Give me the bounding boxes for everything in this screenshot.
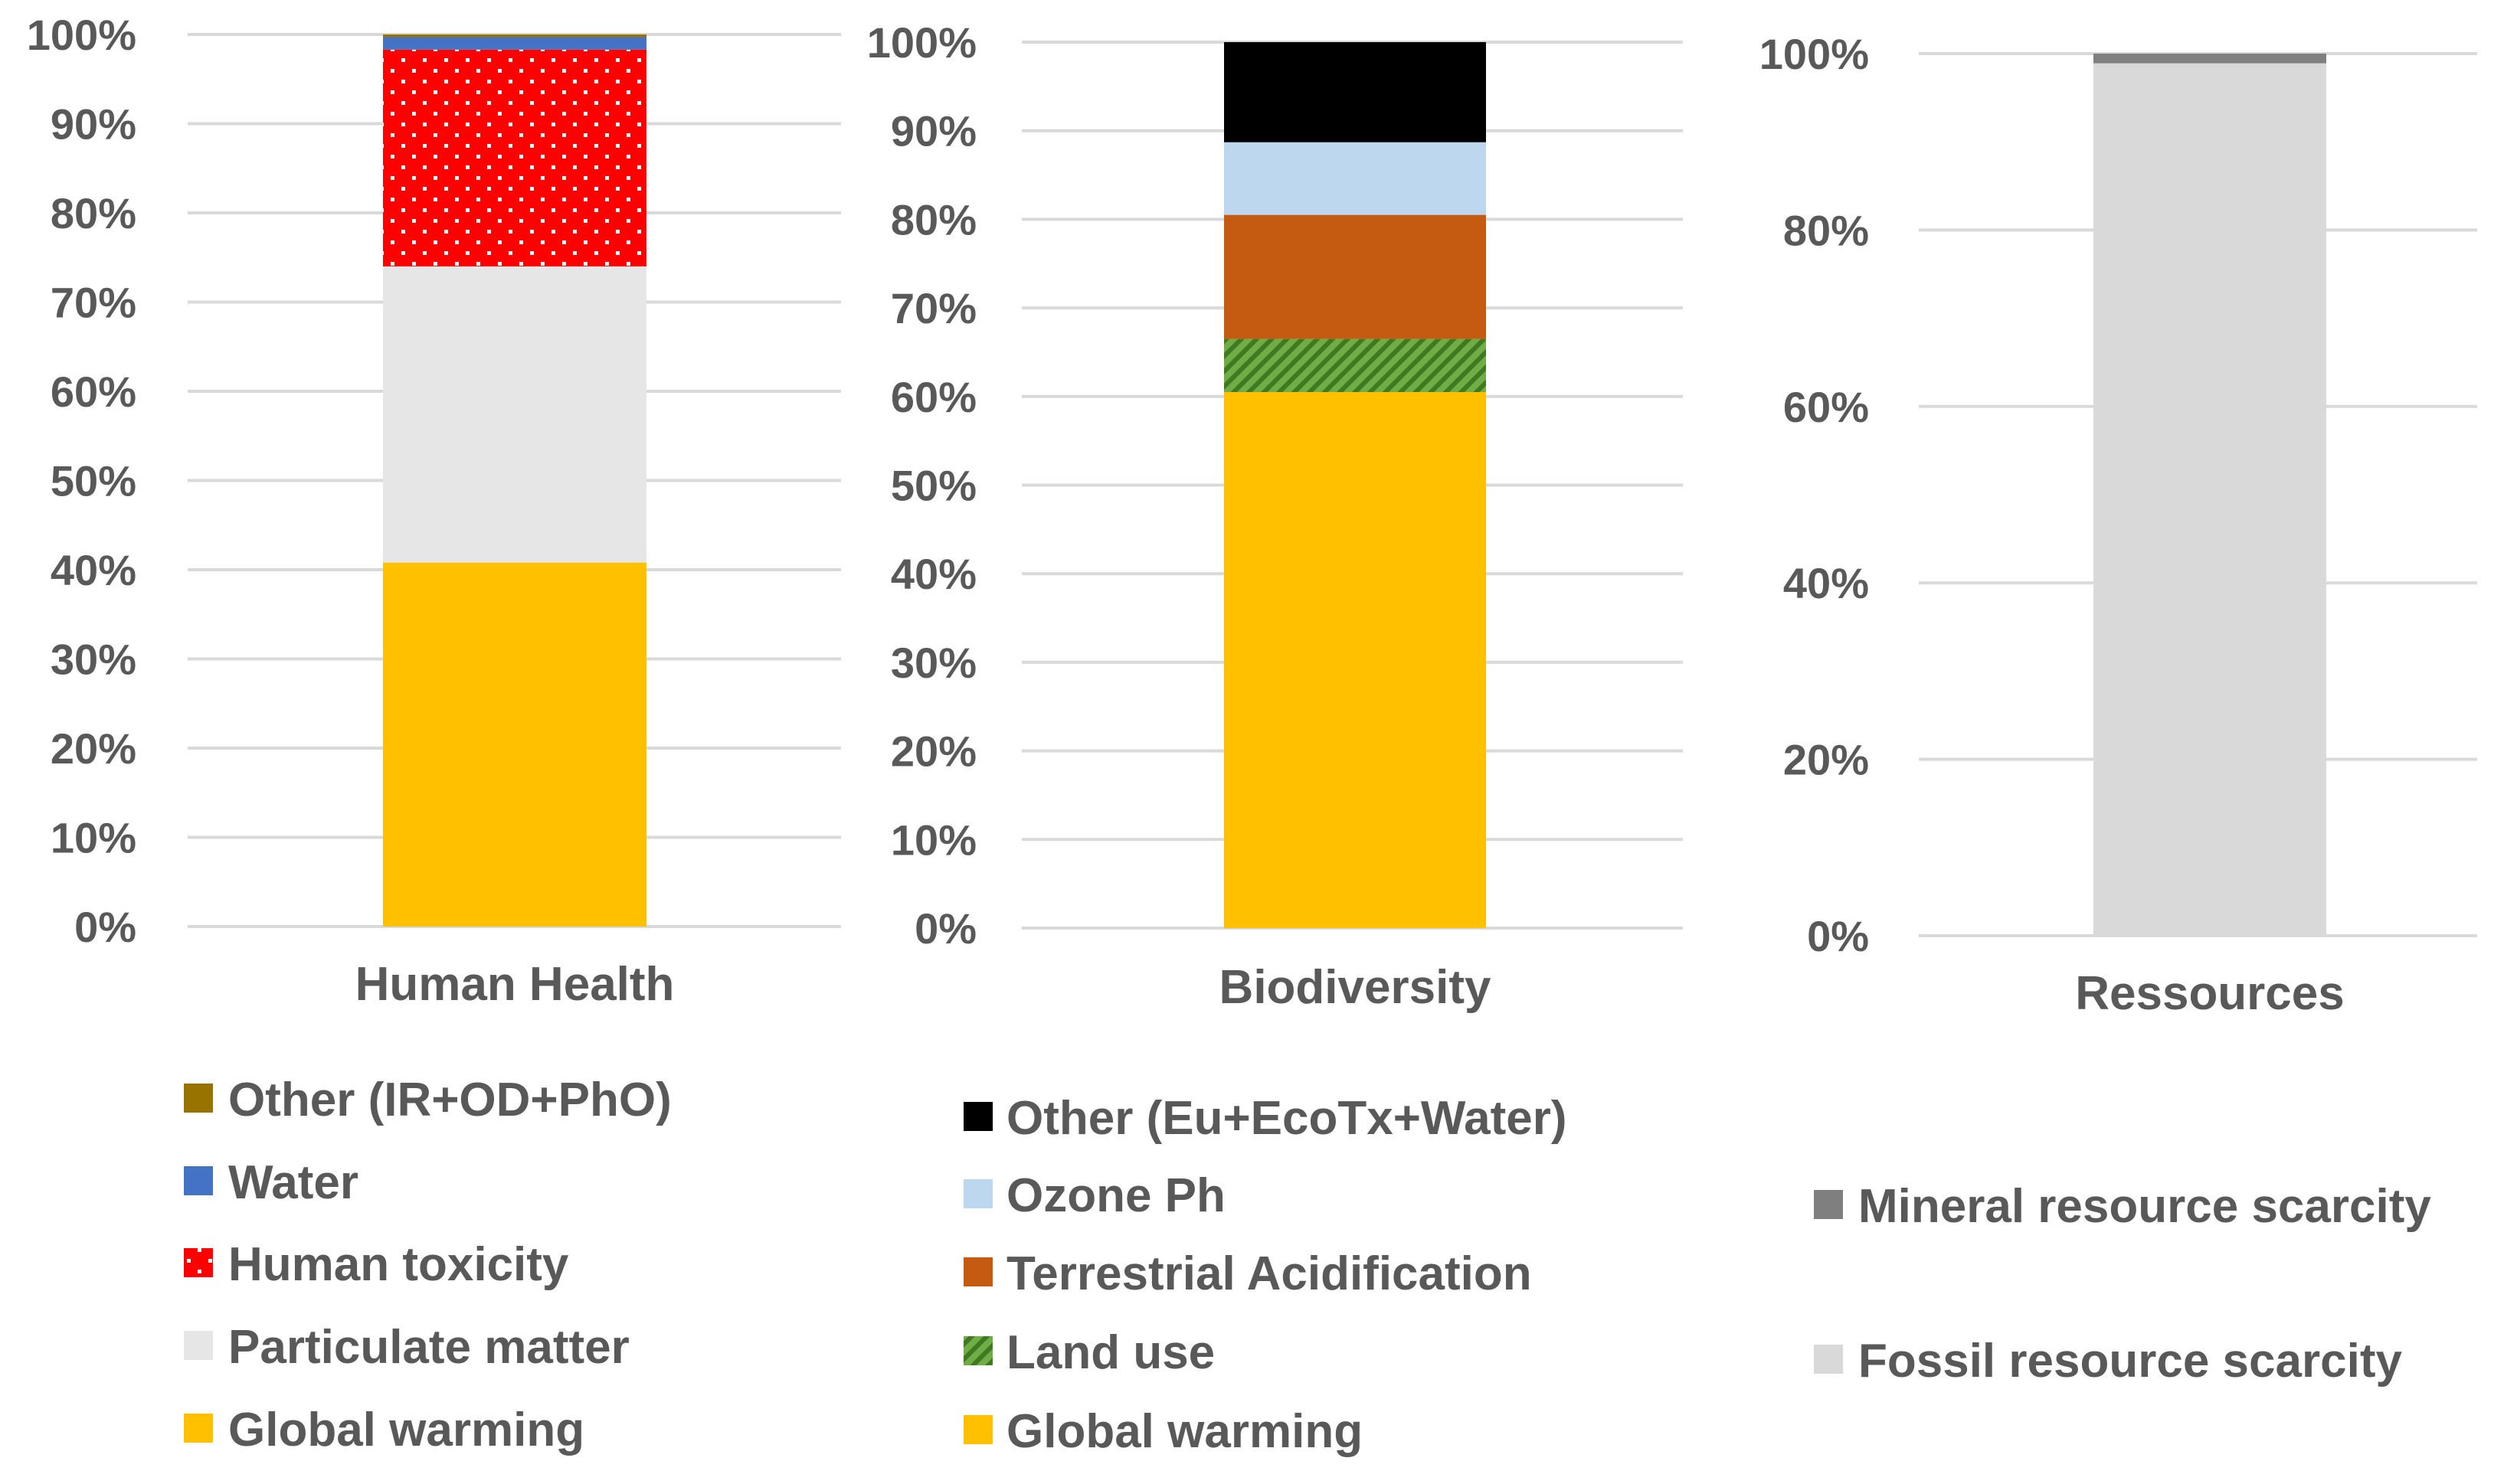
legend-label: Global warming (228, 1404, 584, 1456)
legend-label: Mineral resource scarcity (1858, 1180, 2431, 1233)
legend-swatch-fossil-resource-scarcity (1814, 1345, 1843, 1374)
legend-swatch-terrestrial-acidification (964, 1257, 993, 1286)
y-tick-label: 30% (51, 636, 136, 684)
legend-swatch-other-ir-od-pho (184, 1084, 213, 1113)
legend-label: Water (228, 1156, 358, 1209)
legend-swatch-particulate-matter (184, 1331, 213, 1360)
y-tick-label: 80% (1783, 206, 1869, 254)
legend-swatch-other-eu-ecotx-water (964, 1102, 993, 1131)
bar-segment-fossil-resource-scarcity (2093, 63, 2326, 936)
y-tick-label: 20% (1783, 736, 1869, 784)
y-tick-label: 70% (891, 284, 977, 332)
legend-swatch-ozone-ph (964, 1179, 993, 1208)
category-label: Human Health (355, 958, 675, 1011)
y-tick-label: 50% (51, 457, 136, 505)
legend-swatch-global-warming (184, 1414, 213, 1443)
legend-swatch-mineral-resource-scarcity (1814, 1190, 1843, 1219)
category-label: Biodiversity (1219, 961, 1491, 1014)
y-tick-label: 100% (867, 18, 977, 67)
y-tick-label: 30% (891, 639, 977, 687)
y-tick-label: 10% (891, 816, 977, 864)
y-tick-label: 20% (891, 727, 977, 776)
bar-segment-land-use (1224, 338, 1486, 393)
bar-segment-global-warming (1224, 392, 1486, 928)
bar-segment-terrestrial-acidification (1224, 214, 1486, 339)
legend-label: Particulate matter (228, 1321, 630, 1374)
y-tick-label: 100% (1759, 30, 1869, 78)
legend-label: Terrestrial Acidification (1006, 1247, 1532, 1300)
legend-label: Land use (1006, 1326, 1215, 1379)
y-tick-label: 40% (51, 546, 136, 594)
bar-segment-particulate-matter (383, 266, 646, 563)
y-tick-label: 10% (51, 814, 136, 862)
bar-segment-ozone-ph (1224, 142, 1486, 215)
legend-swatch-land-use (964, 1336, 993, 1365)
bar-segment-mineral-resource-scarcity (2093, 54, 2326, 64)
legend-label: Other (IR+OD+PhO) (228, 1074, 672, 1126)
y-tick-label: 60% (51, 368, 136, 416)
legend-label: Fossil resource scarcity (1858, 1335, 2402, 1388)
y-tick-label: 90% (51, 100, 136, 149)
y-tick-label: 60% (1783, 383, 1869, 431)
y-tick-label: 80% (51, 189, 136, 237)
legend-label: Other (Eu+EcoTx+Water) (1006, 1092, 1567, 1145)
legend-label: Global warming (1006, 1405, 1363, 1458)
y-tick-label: 90% (891, 107, 977, 155)
y-tick-label: 80% (891, 195, 977, 244)
y-tick-label: 0% (915, 904, 977, 953)
y-tick-label: 0% (74, 903, 136, 951)
legend-swatch-human-toxicity (184, 1248, 213, 1277)
legend-swatch-water (184, 1166, 213, 1195)
y-tick-label: 50% (891, 462, 977, 510)
legend-label: Human toxicity (228, 1238, 569, 1291)
y-tick-label: 40% (1783, 559, 1869, 607)
y-tick-label: 70% (51, 279, 136, 327)
y-tick-label: 60% (891, 373, 977, 421)
y-tick-label: 100% (27, 11, 136, 59)
y-tick-label: 40% (891, 550, 977, 598)
bar-segment-water (383, 37, 646, 50)
bar-segment-other-ir-od-pho (383, 34, 646, 38)
y-tick-label: 0% (1807, 912, 1869, 960)
category-label: Ressources (2075, 967, 2345, 1020)
bar-segment-other-eu-ecotx-water (1224, 42, 1486, 142)
legend-label: Ozone Ph (1006, 1169, 1226, 1222)
bar-segment-human-toxicity (383, 49, 646, 266)
y-tick-label: 20% (51, 724, 136, 773)
legend-swatch-global-warming (964, 1415, 993, 1444)
bar-segment-global-warming (383, 562, 646, 927)
